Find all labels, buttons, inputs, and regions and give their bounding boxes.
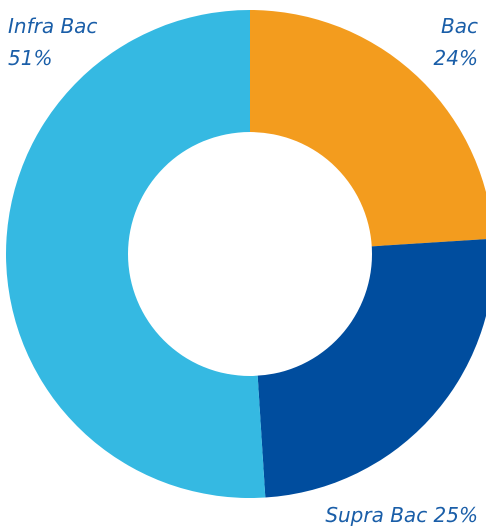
label-supra-bac-name: Supra Bac <box>325 503 428 527</box>
label-bac-name: Bac <box>441 14 478 38</box>
label-bac: Bac 24% <box>434 10 478 74</box>
label-supra-bac-value: 25% <box>433 503 478 527</box>
label-infra-bac-name: Infra Bac <box>8 14 98 38</box>
label-infra-bac: Infra Bac 51% <box>8 10 97 74</box>
label-infra-bac-value: 51% <box>8 46 53 70</box>
donut-hole <box>128 132 372 376</box>
label-supra-bac: Supra Bac 25% <box>325 499 478 531</box>
label-bac-value: 24% <box>433 46 478 70</box>
